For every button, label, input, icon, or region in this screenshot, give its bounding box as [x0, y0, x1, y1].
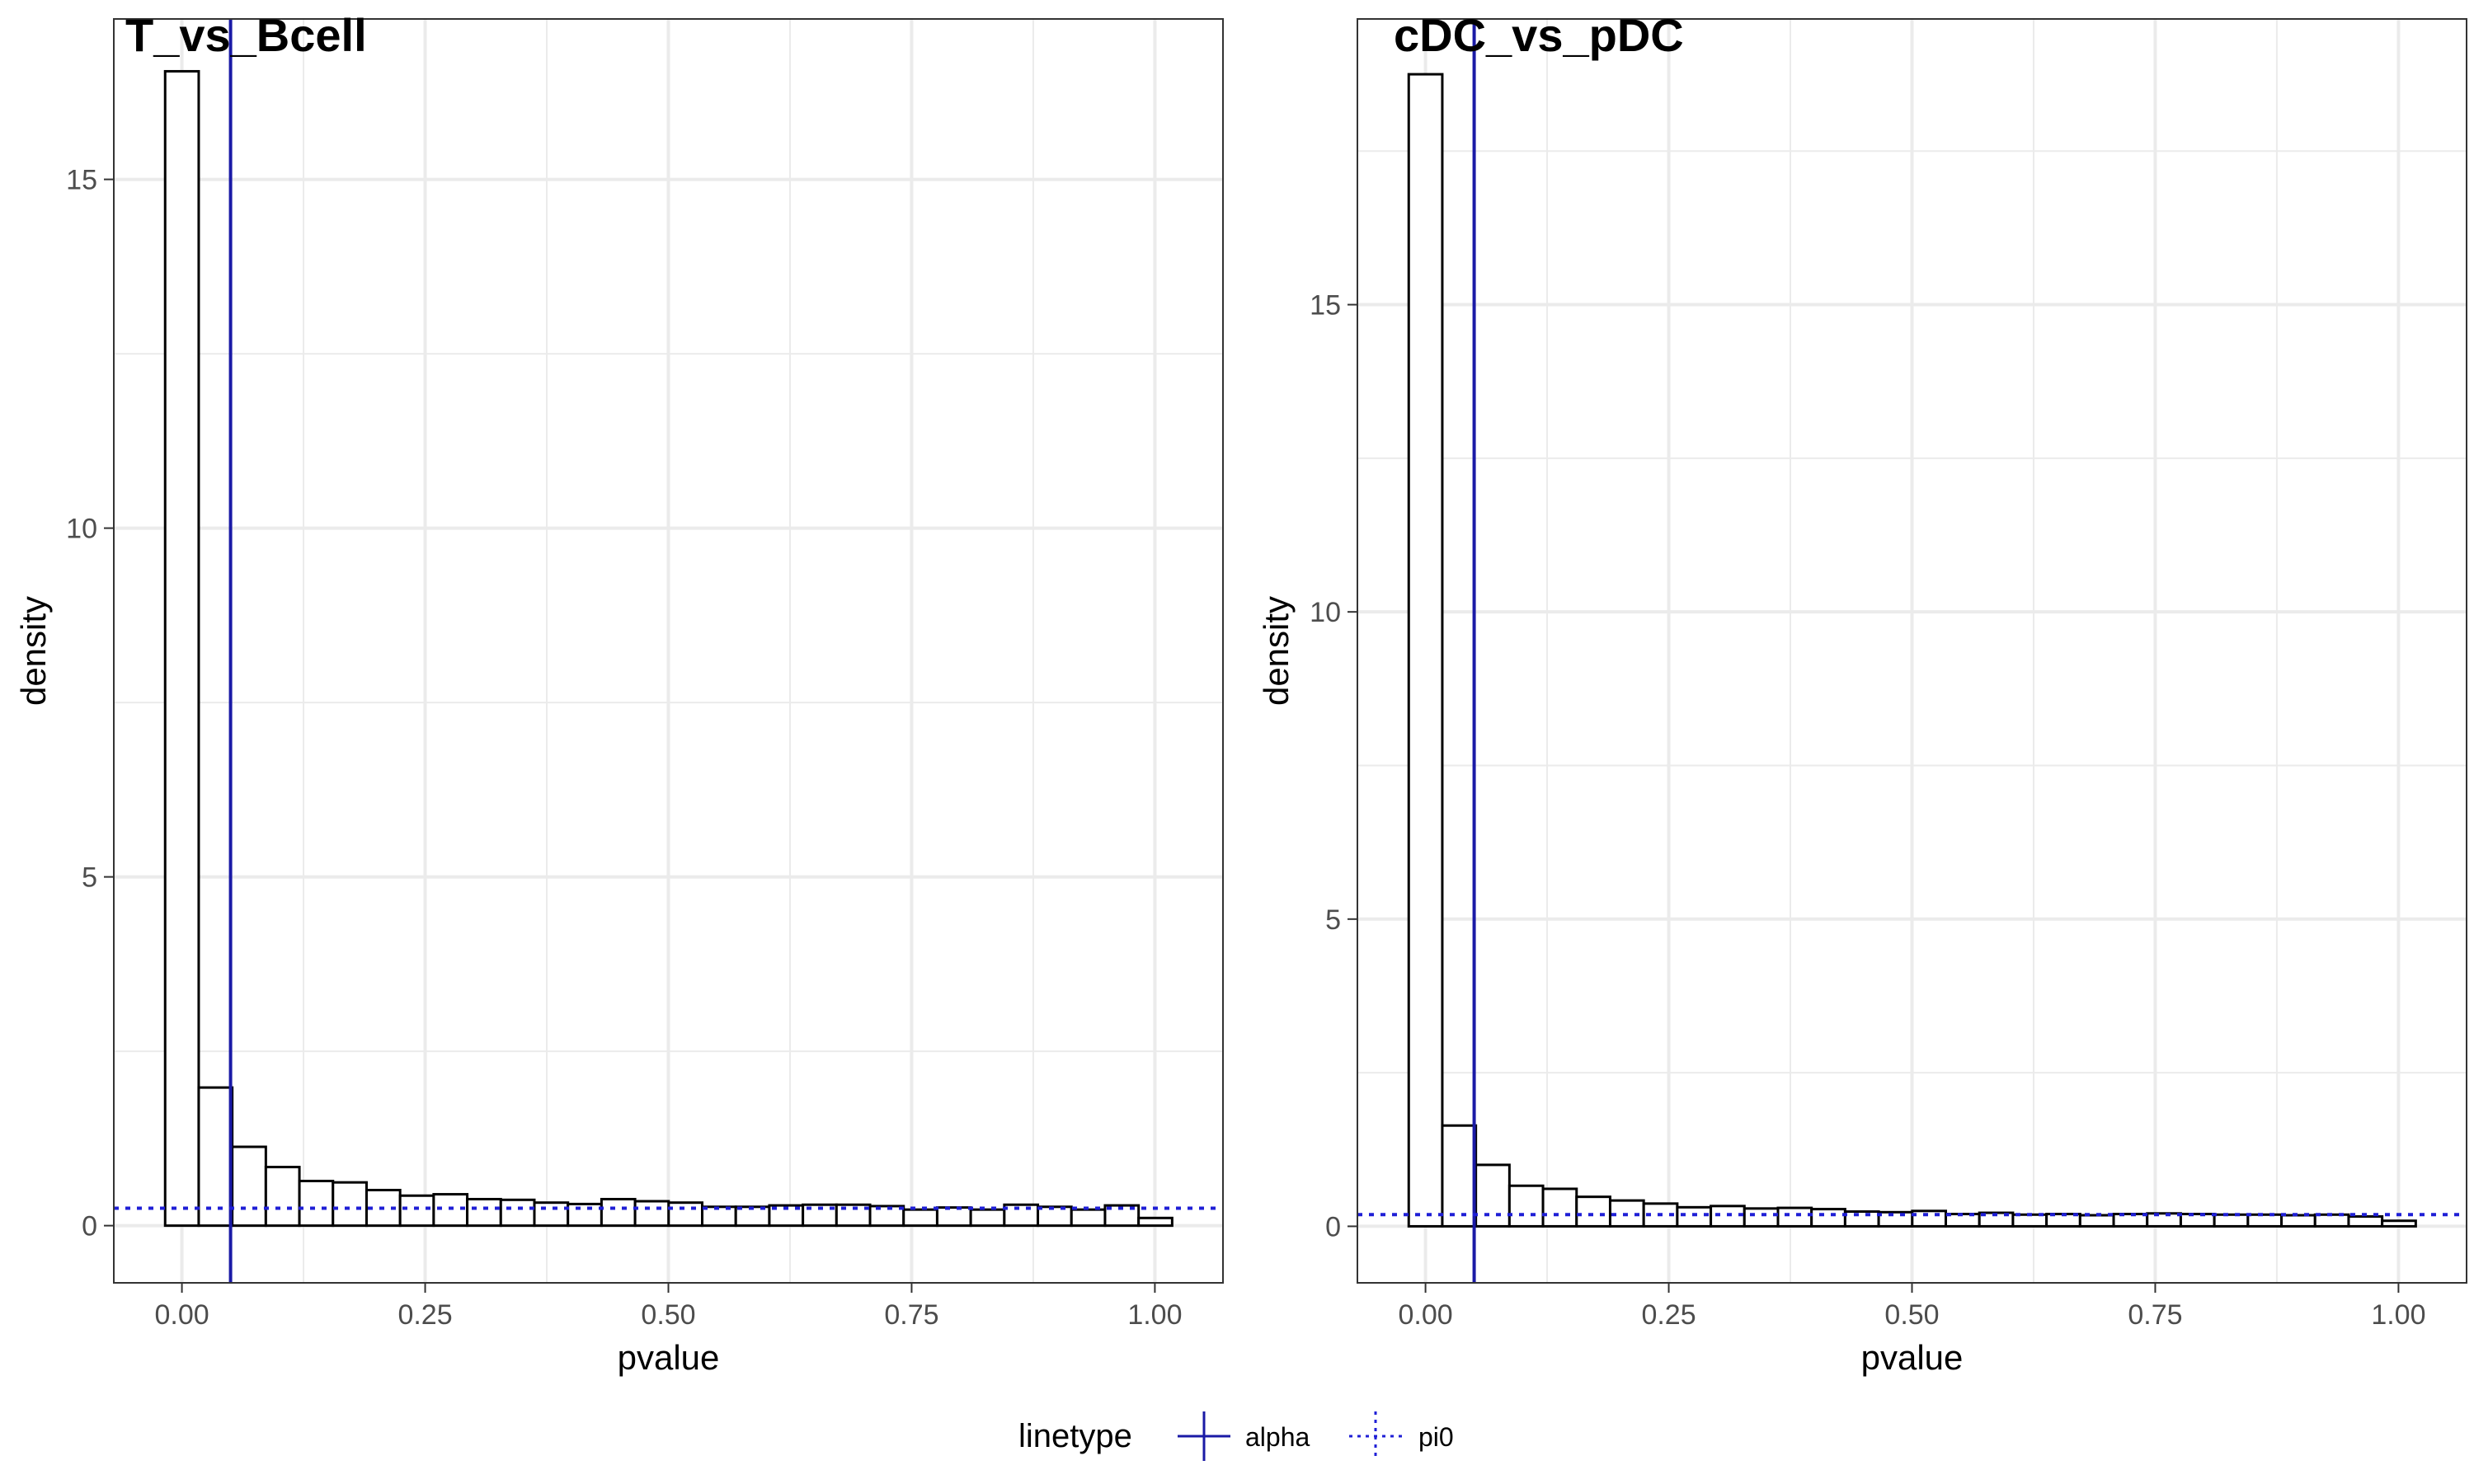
y-tick-label: 5 — [1325, 904, 1341, 936]
legend-title: linetype — [1018, 1418, 1132, 1454]
histogram-bar — [163, 69, 200, 1228]
y-tick-label: 10 — [66, 514, 97, 545]
histogram-bar — [2313, 1213, 2350, 1228]
panel-title: T_vs_Bcell — [125, 9, 367, 61]
histogram-bar — [1676, 1205, 1713, 1228]
histogram-bar — [567, 1202, 603, 1228]
histogram-bar — [197, 1086, 234, 1228]
panel-t-vs-bcell: 0.00 0.25 0.50 0.75 1.00 0 5 10 15 pvalue density T… — [14, 9, 1224, 1377]
x-tick-label: 0.00 — [154, 1299, 209, 1331]
histogram-bar — [2280, 1214, 2316, 1228]
x-tick-label: 0.50 — [1884, 1299, 1939, 1331]
histogram-bar — [969, 1208, 1006, 1228]
x-axis-title: pvalue — [1861, 1338, 1964, 1377]
histogram-bar — [533, 1201, 570, 1228]
x-tick-label: 0.25 — [1641, 1299, 1696, 1331]
histogram-bar — [2011, 1213, 2048, 1228]
histogram-bar — [499, 1198, 536, 1228]
histogram-bar — [2112, 1213, 2149, 1228]
histogram-bar — [1070, 1208, 1107, 1228]
panel-title: cDC_vs_pDC — [1394, 9, 1684, 61]
histogram-bar — [1407, 73, 1444, 1228]
y-tick-label: 0 — [1325, 1211, 1341, 1242]
x-tick-label: 1.00 — [1127, 1299, 1182, 1331]
histogram-bar — [2246, 1213, 2284, 1228]
x-tick-label: 0.75 — [2128, 1299, 2182, 1331]
histogram-bar — [902, 1208, 938, 1228]
histogram-bar — [1810, 1208, 1846, 1228]
histogram-bar — [1541, 1187, 1578, 1228]
histogram-bar — [1843, 1210, 1880, 1228]
legend-key-alpha — [1178, 1411, 1230, 1461]
histogram-bar — [2381, 1219, 2417, 1228]
legend-label-pi0: pi0 — [1418, 1422, 1454, 1452]
y-tick-label: 15 — [1310, 290, 1341, 322]
y-tick-label: 15 — [66, 165, 97, 196]
histogram-bar — [2078, 1214, 2115, 1228]
x-tick-label: 0.00 — [1398, 1299, 1452, 1331]
legend: linetype alpha pi0 — [1018, 1411, 1454, 1461]
histogram-bar — [633, 1200, 670, 1228]
x-tick-label: 0.25 — [397, 1299, 452, 1331]
histogram-bar — [2347, 1215, 2384, 1228]
histogram-bar — [298, 1179, 335, 1228]
histogram-bar — [264, 1166, 301, 1228]
x-tick-label: 0.75 — [884, 1299, 938, 1331]
histogram-bar — [332, 1181, 368, 1228]
x-axis-title: pvalue — [618, 1338, 720, 1377]
x-tick-label: 0.50 — [641, 1299, 695, 1331]
histogram-bar — [1575, 1195, 1611, 1228]
panel-cdc-vs-pdc: 0.00 0.25 0.50 0.75 1.00 0 5 10 15 pvalue density c… — [1257, 9, 2467, 1377]
legend-key-pi0 — [1349, 1411, 1402, 1461]
histogram-bar — [667, 1201, 704, 1228]
x-tick-label: 1.00 — [2371, 1299, 2425, 1331]
histogram-bar — [1137, 1216, 1174, 1228]
y-tick-label: 0 — [82, 1211, 97, 1242]
histogram-bar — [1776, 1206, 1813, 1228]
histogram-bar — [1441, 1124, 1478, 1228]
histogram-bar — [600, 1197, 637, 1228]
histogram-bar — [1507, 1184, 1545, 1228]
histogram-bar — [432, 1193, 469, 1228]
histogram-bar — [231, 1145, 267, 1228]
histogram-bar — [1911, 1209, 1948, 1228]
histogram-bar — [398, 1194, 435, 1228]
histogram-bar — [1003, 1203, 1040, 1228]
y-axis-title: density — [1257, 596, 1296, 706]
histogram-bar — [2146, 1212, 2182, 1228]
y-tick-label: 10 — [1310, 597, 1341, 628]
histogram-bar — [868, 1205, 905, 1228]
histogram-bar — [1037, 1205, 1073, 1228]
y-tick-label: 5 — [82, 862, 97, 894]
histogram-bar — [1475, 1163, 1511, 1228]
legend-label-alpha: alpha — [1245, 1422, 1310, 1452]
histogram-bar — [466, 1197, 502, 1228]
histogram-bar — [1743, 1207, 1780, 1228]
histogram-bar — [1877, 1210, 1914, 1228]
histogram-bar — [2179, 1213, 2216, 1228]
y-axis-title: density — [14, 596, 53, 706]
histogram-bar — [935, 1206, 972, 1228]
histogram-bar — [2213, 1213, 2250, 1228]
